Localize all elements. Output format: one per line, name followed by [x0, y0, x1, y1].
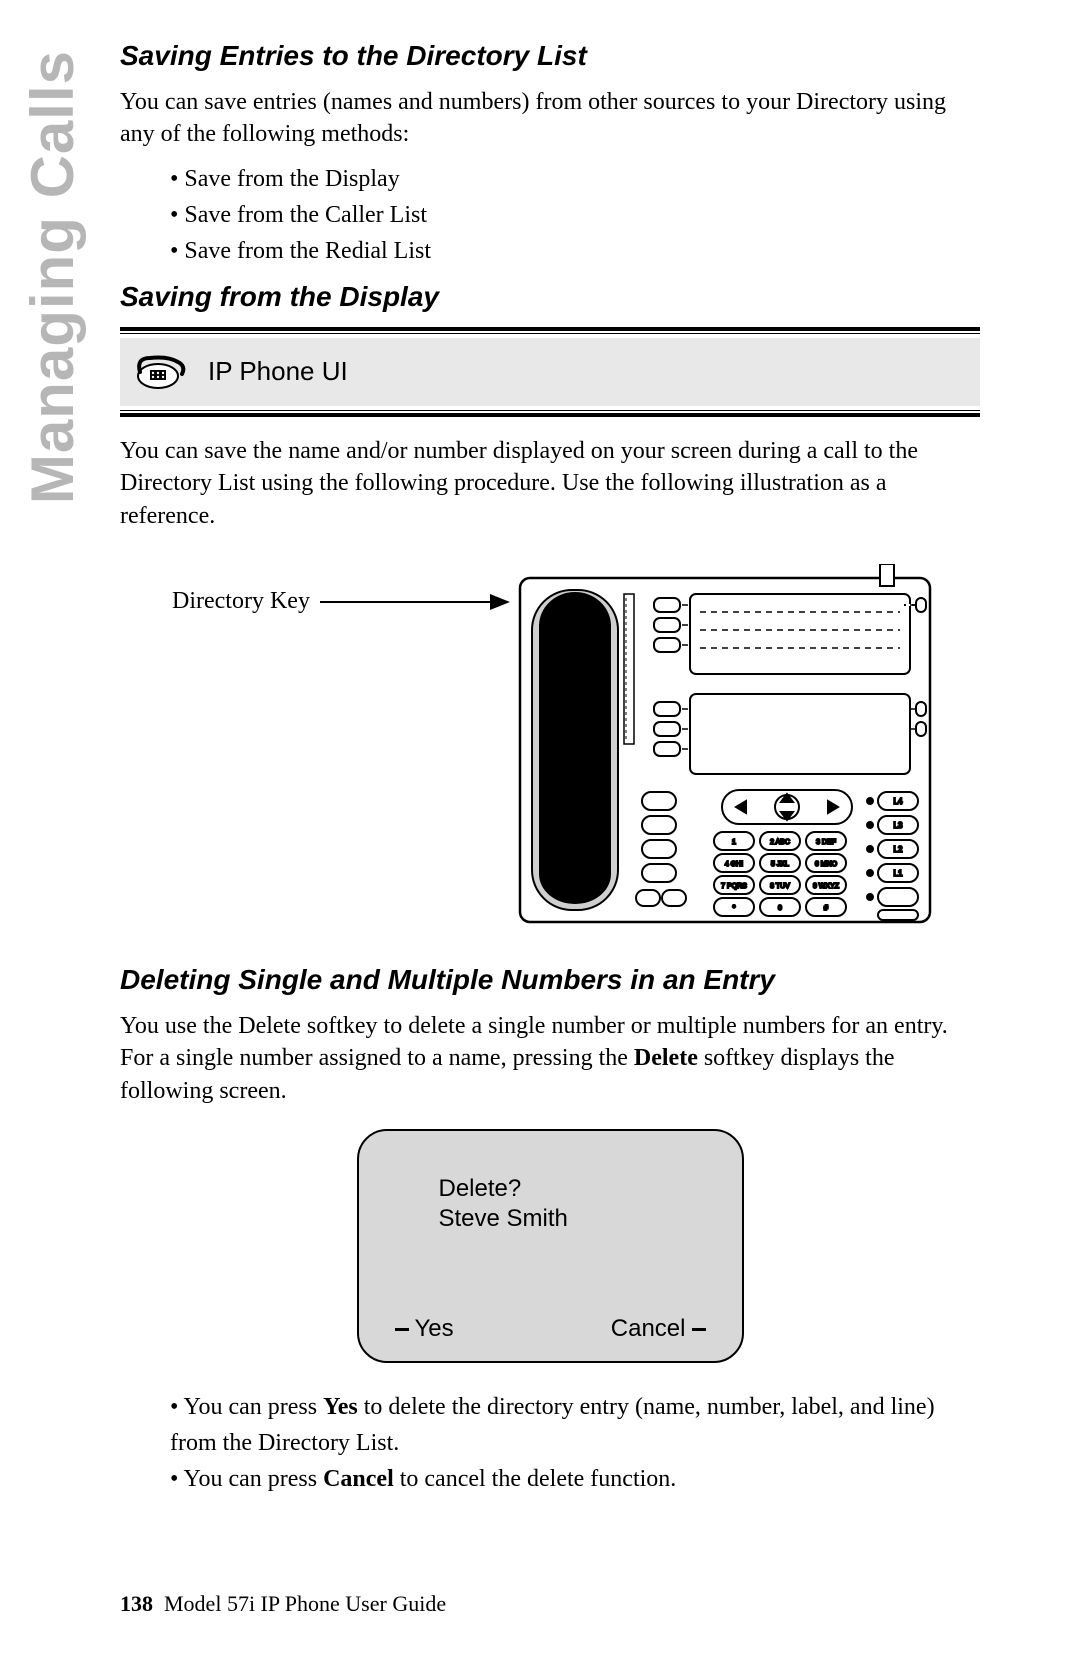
svg-text:3 DEF: 3 DEF	[816, 839, 836, 846]
svg-text:6 MNO: 6 MNO	[815, 861, 838, 868]
svg-text:4 GHI: 4 GHI	[725, 861, 743, 868]
ui-band-label: IP Phone UI	[208, 356, 348, 387]
bold-delete: Delete	[634, 1045, 698, 1071]
page-number: 138	[120, 1591, 153, 1616]
svg-text:L1: L1	[894, 869, 903, 878]
svg-text:7 PQRS: 7 PQRS	[721, 883, 747, 890]
list-item: Save from the Caller List	[170, 197, 980, 233]
svg-text:1: 1	[732, 839, 736, 846]
svg-text:#: #	[824, 905, 828, 912]
svg-text:0: 0	[778, 905, 782, 912]
screen-mock-delete: Delete? Steve Smith Yes Cancel	[357, 1129, 744, 1363]
svg-text:L3: L3	[894, 821, 903, 830]
heading-saving-entries: Saving Entries to the Directory List	[120, 40, 980, 72]
svg-text:L2: L2	[894, 845, 903, 854]
softkey-cancel[interactable]: Cancel	[611, 1315, 712, 1343]
list-saving-methods: Save from the Display Save from the Call…	[170, 161, 980, 269]
screen-line1: Delete?	[439, 1175, 522, 1203]
screen-line2: Steve Smith	[439, 1205, 568, 1233]
phone-diagram: Directory Key	[172, 564, 980, 934]
body-saving-display: You can save the name and/or number disp…	[120, 435, 980, 532]
phone-ui-icon	[134, 352, 190, 392]
intro-saving-entries: You can save entries (names and numbers)…	[120, 86, 980, 151]
sidebar-label: Managing Calls	[18, 50, 87, 504]
svg-text:9 WXYZ: 9 WXYZ	[813, 883, 840, 890]
callout-directory-key: Directory Key	[172, 588, 310, 615]
svg-text:2 ABC: 2 ABC	[770, 839, 790, 846]
heading-saving-display: Saving from the Display	[120, 281, 980, 313]
intro-deleting: You use the Delete softkey to delete a s…	[120, 1010, 980, 1107]
list-item: Save from the Display	[170, 161, 980, 197]
svg-text:5 JKL: 5 JKL	[771, 861, 789, 868]
svg-text:8 TUV: 8 TUV	[770, 883, 790, 890]
list-item: You can press Yes to delete the director…	[170, 1389, 980, 1461]
svg-text:L4: L4	[894, 797, 903, 806]
heading-deleting: Deleting Single and Multiple Numbers in …	[120, 964, 980, 996]
ui-band: IP Phone UI	[120, 327, 980, 417]
list-item: Save from the Redial List	[170, 233, 980, 269]
svg-text:*: *	[733, 905, 736, 912]
footer: 138 Model 57i IP Phone User Guide	[120, 1591, 446, 1617]
softkey-yes[interactable]: Yes	[389, 1315, 454, 1343]
list-delete-actions: You can press Yes to delete the director…	[170, 1389, 980, 1497]
footer-text: Model 57i IP Phone User Guide	[164, 1591, 446, 1616]
phone-illustration: 1 2 ABC 3 DEF 4 GHI 5 JKL 6 MNO 7 PQRS 8…	[510, 564, 940, 934]
leader-line	[320, 564, 510, 634]
list-item: You can press Cancel to cancel the delet…	[170, 1461, 980, 1497]
